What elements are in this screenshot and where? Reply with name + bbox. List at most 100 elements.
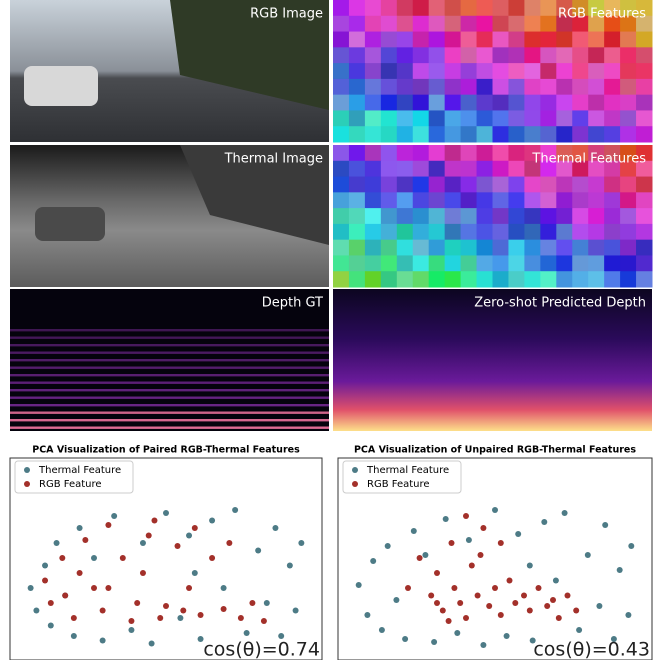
lidar-row	[10, 397, 329, 399]
feature-cell	[508, 47, 524, 63]
feature-cell	[604, 63, 620, 79]
feature-cell	[413, 271, 429, 287]
feature-cell	[477, 224, 493, 240]
point	[238, 615, 244, 621]
feature-cell	[556, 110, 572, 126]
image-panel: Thermal Features	[333, 145, 653, 288]
point	[62, 593, 68, 599]
panel-label: Thermal Image	[224, 152, 323, 167]
feature-cell	[604, 224, 620, 240]
feature-cell	[556, 95, 572, 111]
feature-cell	[333, 0, 349, 16]
feature-cell	[508, 16, 524, 32]
point	[443, 516, 449, 522]
point	[576, 627, 582, 633]
feature-cell	[540, 240, 556, 256]
feature-cell	[381, 63, 397, 79]
feature-cell	[461, 32, 477, 48]
point	[507, 578, 513, 584]
point	[498, 612, 504, 618]
point	[596, 603, 602, 609]
feature-cell	[429, 63, 445, 79]
point	[186, 533, 192, 539]
feature-cell	[461, 47, 477, 63]
feature-cell	[620, 224, 636, 240]
feature-cell	[445, 255, 461, 271]
point	[128, 627, 134, 633]
point	[457, 600, 463, 606]
feature-cell	[636, 32, 652, 48]
feature-cell	[556, 32, 572, 48]
point	[120, 555, 126, 561]
point	[293, 608, 299, 614]
feature-cell	[508, 145, 524, 161]
point	[221, 585, 227, 591]
point	[226, 540, 232, 546]
feature-cell	[588, 110, 604, 126]
feature-cell	[477, 126, 493, 142]
feature-cell	[636, 126, 652, 142]
feature-cell	[349, 192, 365, 208]
feature-cell	[397, 240, 413, 256]
feature-cell	[365, 0, 381, 16]
feature-cell	[604, 95, 620, 111]
point	[91, 585, 97, 591]
feature-cell	[429, 240, 445, 256]
feature-cell	[365, 161, 381, 177]
point	[478, 552, 484, 558]
point	[151, 518, 157, 524]
feature-cell	[397, 63, 413, 79]
feature-cell	[461, 126, 477, 142]
feature-cell	[429, 110, 445, 126]
feature-cell	[461, 240, 477, 256]
point	[602, 522, 608, 528]
feature-cell	[429, 145, 445, 161]
feature-cell	[572, 47, 588, 63]
point	[298, 540, 304, 546]
feature-cell	[349, 271, 365, 287]
point	[440, 608, 446, 614]
feature-cell	[445, 177, 461, 193]
point	[536, 585, 542, 591]
point	[175, 543, 181, 549]
point	[475, 593, 481, 599]
legend-marker	[352, 481, 358, 487]
feature-cell	[556, 79, 572, 95]
point	[140, 570, 146, 576]
feature-cell	[413, 145, 429, 161]
point	[449, 540, 455, 546]
scatter-chart: PCA Visualization of Paired RGB-Thermal …	[10, 445, 322, 661]
feature-cell	[636, 240, 652, 256]
feature-cell	[477, 79, 493, 95]
point	[192, 525, 198, 531]
feature-cell	[493, 208, 509, 224]
feature-cell	[397, 95, 413, 111]
feature-cell	[477, 0, 493, 16]
point	[504, 633, 510, 639]
feature-cell	[556, 224, 572, 240]
feature-cell	[508, 110, 524, 126]
feature-cell	[413, 177, 429, 193]
feature-cell	[588, 126, 604, 142]
feature-cell	[477, 47, 493, 63]
chart-title: PCA Visualization of Paired RGB-Thermal …	[32, 445, 300, 456]
feature-cell	[556, 208, 572, 224]
feature-cell	[493, 16, 509, 32]
feature-cell	[461, 192, 477, 208]
feature-cell	[508, 32, 524, 48]
point	[463, 513, 469, 519]
feature-cell	[588, 177, 604, 193]
legend-marker	[24, 481, 30, 487]
feature-cell	[540, 0, 556, 16]
feature-cell	[604, 47, 620, 63]
legend-label: RGB Feature	[367, 479, 430, 490]
feature-cell	[572, 63, 588, 79]
feature-cell	[349, 208, 365, 224]
lidar-row	[10, 427, 329, 429]
lidar-row	[10, 352, 329, 354]
legend-marker	[24, 467, 30, 473]
feature-cell	[556, 192, 572, 208]
point	[42, 563, 48, 569]
feature-cell	[524, 224, 540, 240]
feature-cell	[508, 126, 524, 142]
